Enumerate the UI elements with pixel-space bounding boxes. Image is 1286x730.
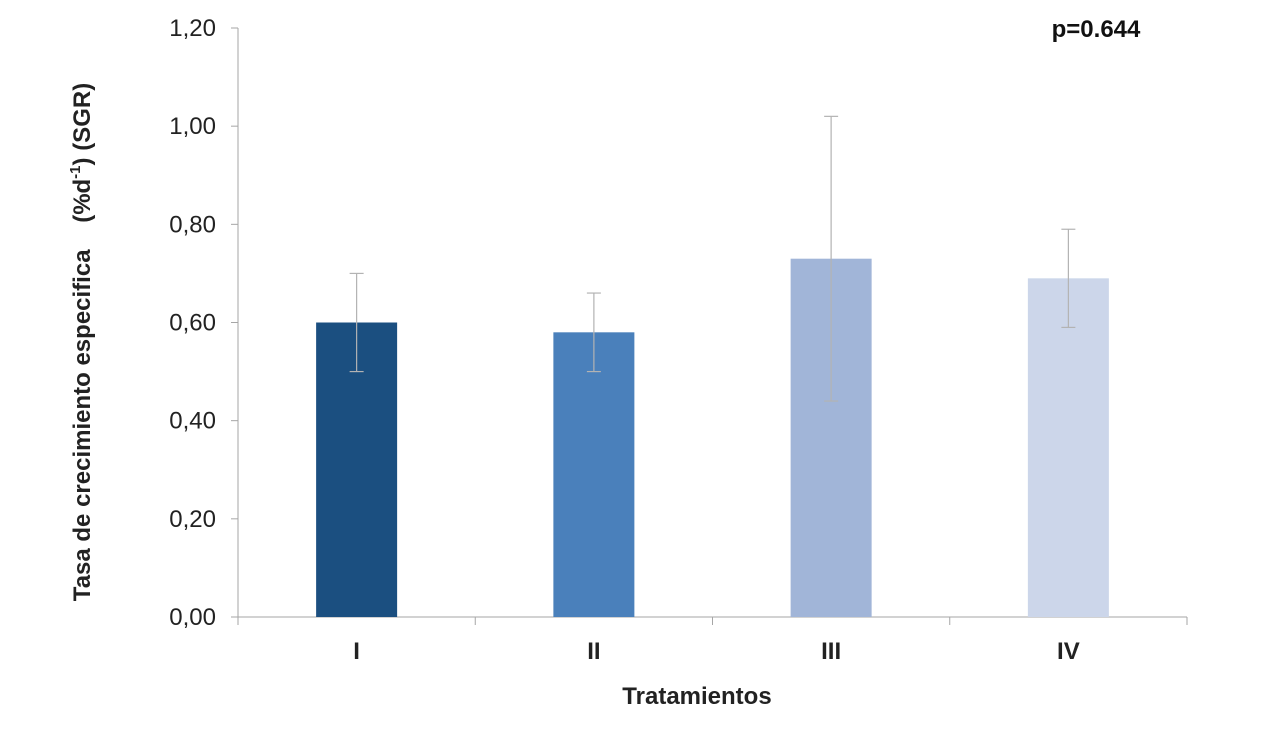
error-bars <box>349 115 1076 402</box>
y-tick-label: 1,00 <box>169 113 216 140</box>
p-value-annotation: p=0.644 <box>1052 16 1141 43</box>
y-axis-title-superscript: -1 <box>67 165 84 178</box>
y-axis-title: Tasa de crecimiento especifica (%d-1) (S… <box>67 83 96 601</box>
category-labels: I II III IV <box>353 638 1079 665</box>
y-axis-title-prefix: Tasa de crecimiento especifica (%d <box>69 179 96 601</box>
y-tick-label: 0,40 <box>169 408 216 435</box>
y-tick-label: 0,00 <box>169 604 216 631</box>
x-axis-title: Tratamientos <box>622 683 771 710</box>
y-tick-label: 0,20 <box>169 506 216 533</box>
y-tick-label: 1,20 <box>169 15 216 42</box>
category-label-III: III <box>821 638 841 665</box>
category-label-II: II <box>587 638 600 665</box>
y-tick-label: 0,80 <box>169 211 216 238</box>
y-axis: 0,00 0,20 0,40 0,60 0,80 1,00 1,20 <box>169 15 239 631</box>
bar-II <box>553 332 635 617</box>
y-tick-label: 0,60 <box>169 310 216 337</box>
category-label-IV: IV <box>1057 638 1080 665</box>
bar-IV <box>1027 278 1109 617</box>
category-label-I: I <box>353 638 360 665</box>
bars <box>316 258 1109 617</box>
y-axis-title-suffix: ) (SGR) <box>69 83 96 166</box>
x-axis <box>237 616 1188 625</box>
